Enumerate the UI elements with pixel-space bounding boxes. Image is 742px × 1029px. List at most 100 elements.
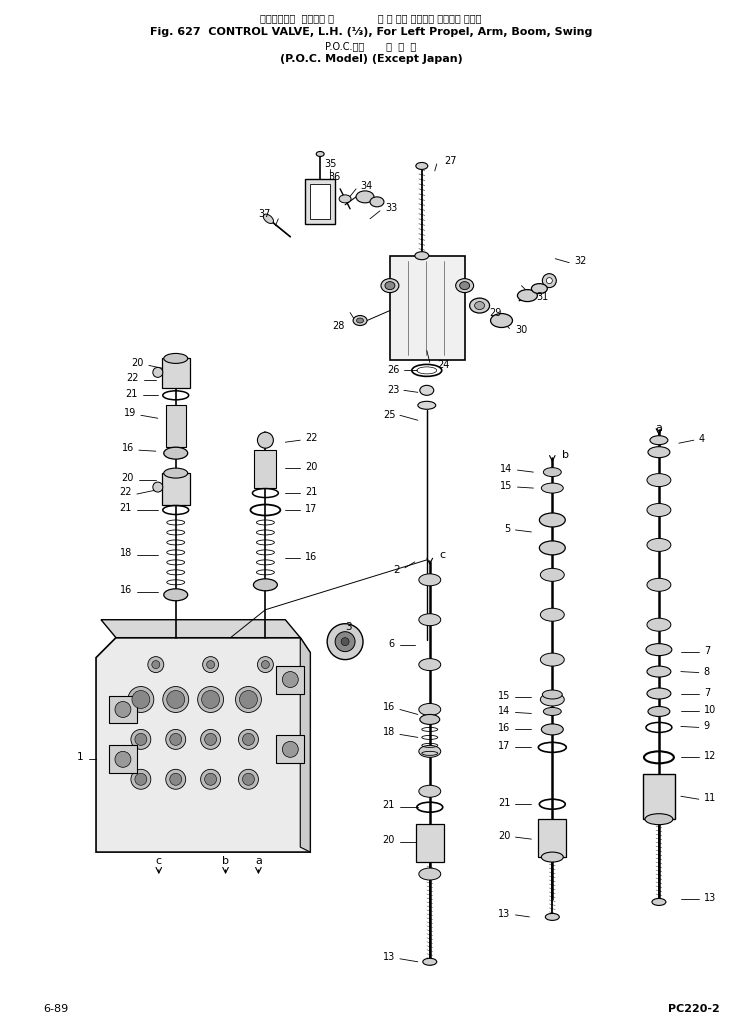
Ellipse shape xyxy=(456,279,473,292)
Text: 16: 16 xyxy=(498,723,510,734)
Ellipse shape xyxy=(416,163,428,170)
Text: 6-89: 6-89 xyxy=(44,1003,69,1014)
Ellipse shape xyxy=(540,693,564,706)
Polygon shape xyxy=(301,638,310,852)
Bar xyxy=(310,184,330,219)
Circle shape xyxy=(202,690,220,709)
Text: 20: 20 xyxy=(305,462,318,472)
Text: 17: 17 xyxy=(498,741,510,751)
Ellipse shape xyxy=(385,282,395,289)
Ellipse shape xyxy=(470,298,490,313)
Text: 3: 3 xyxy=(345,622,352,632)
Text: 16: 16 xyxy=(383,703,395,712)
Ellipse shape xyxy=(540,608,564,622)
Text: 21: 21 xyxy=(305,487,318,497)
Text: 34: 34 xyxy=(360,181,372,191)
Ellipse shape xyxy=(263,214,274,223)
Text: 16: 16 xyxy=(119,584,132,595)
Text: 22: 22 xyxy=(126,374,139,384)
Text: c: c xyxy=(440,549,446,560)
Ellipse shape xyxy=(543,467,561,476)
Circle shape xyxy=(203,657,219,673)
Circle shape xyxy=(132,690,150,709)
Circle shape xyxy=(327,624,363,660)
Circle shape xyxy=(235,686,261,712)
Circle shape xyxy=(153,367,162,378)
Text: 21: 21 xyxy=(125,389,138,399)
Ellipse shape xyxy=(418,401,436,410)
Text: c: c xyxy=(156,856,162,866)
Ellipse shape xyxy=(475,301,485,310)
Ellipse shape xyxy=(645,814,673,824)
Ellipse shape xyxy=(542,852,563,862)
Ellipse shape xyxy=(647,538,671,552)
Circle shape xyxy=(546,278,552,284)
Circle shape xyxy=(115,702,131,717)
Text: 27: 27 xyxy=(444,156,457,166)
Ellipse shape xyxy=(648,447,670,458)
Text: 15: 15 xyxy=(500,482,513,491)
Circle shape xyxy=(152,661,160,669)
Ellipse shape xyxy=(531,284,548,293)
Circle shape xyxy=(238,770,258,789)
Bar xyxy=(109,696,137,723)
Text: 22: 22 xyxy=(119,487,132,497)
Text: 21: 21 xyxy=(498,799,510,808)
Bar xyxy=(390,255,464,360)
Circle shape xyxy=(148,657,164,673)
Ellipse shape xyxy=(420,385,434,395)
Circle shape xyxy=(128,686,154,712)
Text: 26: 26 xyxy=(387,365,400,376)
Ellipse shape xyxy=(517,289,537,301)
Text: 32: 32 xyxy=(574,255,587,265)
Text: 37: 37 xyxy=(258,209,270,219)
Ellipse shape xyxy=(545,914,559,920)
Text: 35: 35 xyxy=(324,158,336,169)
Text: b: b xyxy=(562,450,569,460)
Text: a: a xyxy=(655,423,663,433)
Circle shape xyxy=(238,730,258,749)
Polygon shape xyxy=(96,638,310,852)
Text: 24: 24 xyxy=(437,360,449,370)
Circle shape xyxy=(335,632,355,651)
Ellipse shape xyxy=(418,659,441,671)
Text: 30: 30 xyxy=(516,325,528,335)
Text: 11: 11 xyxy=(703,793,716,804)
Circle shape xyxy=(162,686,188,712)
Text: P.O.C.仕様       海  外  向: P.O.C.仕様 海 外 向 xyxy=(326,41,416,51)
Text: 33: 33 xyxy=(385,203,397,213)
Bar xyxy=(165,405,186,448)
Text: b: b xyxy=(222,856,229,866)
Text: 6: 6 xyxy=(389,639,395,648)
Ellipse shape xyxy=(542,690,562,699)
Polygon shape xyxy=(101,619,301,638)
Ellipse shape xyxy=(254,579,278,591)
Ellipse shape xyxy=(356,190,374,203)
Ellipse shape xyxy=(418,868,441,880)
Ellipse shape xyxy=(647,578,671,592)
Circle shape xyxy=(165,730,186,749)
Circle shape xyxy=(165,770,186,789)
Bar xyxy=(276,736,304,764)
Text: 15: 15 xyxy=(498,690,510,701)
Text: 10: 10 xyxy=(703,706,716,715)
Circle shape xyxy=(206,661,214,669)
Circle shape xyxy=(283,741,298,757)
Text: 7: 7 xyxy=(703,645,710,655)
Text: a: a xyxy=(255,856,262,866)
Text: 18: 18 xyxy=(383,728,395,738)
Ellipse shape xyxy=(164,468,188,478)
Text: 36: 36 xyxy=(328,172,341,182)
Circle shape xyxy=(170,734,182,745)
Circle shape xyxy=(542,274,556,288)
Ellipse shape xyxy=(164,353,188,363)
Ellipse shape xyxy=(647,618,671,631)
Text: 16: 16 xyxy=(305,552,318,562)
Bar xyxy=(643,774,675,819)
Circle shape xyxy=(205,734,217,745)
Circle shape xyxy=(283,672,298,687)
Text: Fig. 627  CONTROL VALVE, L.H. (⅓), For Left Propel, Arm, Boom, Swing: Fig. 627 CONTROL VALVE, L.H. (⅓), For Le… xyxy=(150,28,592,37)
Ellipse shape xyxy=(490,314,513,327)
Ellipse shape xyxy=(543,708,561,715)
Ellipse shape xyxy=(418,745,441,757)
